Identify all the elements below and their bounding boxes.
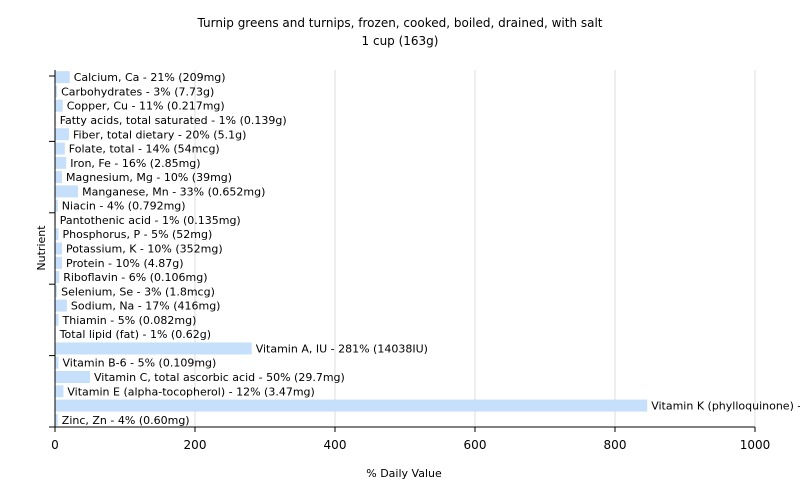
bar-15 [55,285,58,298]
x-tick-label-2: 400 [324,438,347,452]
bar-0 [55,71,70,84]
axis-layer: 0 200 400 600 800 1000 [49,70,770,452]
bar-label-23: Vitamin K (phylloquinone) - 846% (676.6m… [651,400,800,413]
chart-subtitle: 1 cup (163g) [362,34,439,48]
bar-14 [55,271,60,284]
bar-label-3: Fatty acids, total saturated - 1% (0.139… [60,114,287,127]
bar-label-13: Protein - 10% (4.87g) [66,257,184,270]
chart-title: Turnip greens and turnips, frozen, cooke… [196,16,602,30]
bar-7 [55,171,62,184]
bar-label-0: Calcium, Ca - 21% (209mg) [74,71,226,84]
x-tick-label-4: 800 [604,438,627,452]
x-tick-label-1: 200 [184,438,207,452]
y-axis-label: Nutrient [35,225,48,271]
bar-label-12: Potassium, K - 10% (352mg) [66,243,223,256]
x-axis-label: % Daily Value [366,467,442,480]
bar-12 [55,242,62,255]
bar-label-18: Total lipid (fat) - 1% (0.62g) [59,328,211,341]
bar-label-11: Phosphorus, P - 5% (52mg) [63,228,213,241]
bar-label-7: Magnesium, Mg - 10% (39mg) [66,171,232,184]
bar-label-6: Iron, Fe - 16% (2.85mg) [70,157,200,170]
bar-label-1: Carbohydrates - 3% (7.73g) [61,85,214,98]
bar-4 [55,128,69,141]
grid-layer [194,70,756,427]
bar-21 [55,371,90,384]
bar-22 [55,385,64,398]
bar-9 [55,199,58,212]
bar-6 [55,156,67,169]
bar-label-19: Vitamin A, IU - 281% (14038IU) [256,342,428,355]
label-layer: Calcium, Ca - 21% (209mg)Carbohydrates -… [59,71,800,427]
x-tick-label-5: 1000 [740,438,771,452]
bar-16 [55,299,67,312]
bar-label-2: Copper, Cu - 11% (0.217mg) [67,100,225,113]
bar-label-20: Vitamin B-6 - 5% (0.109mg) [63,357,217,370]
bar-17 [55,313,59,326]
bar-8 [55,185,79,198]
bar-label-10: Pantothenic acid - 1% (0.135mg) [60,214,241,227]
bar-label-16: Sodium, Na - 17% (416mg) [71,300,221,313]
bar-label-5: Folate, total - 14% (54mcg) [69,143,220,156]
bar-11 [55,228,59,241]
bar-label-22: Vitamin E (alpha-tocopherol) - 12% (3.47… [67,385,314,398]
bar-label-9: Niacin - 4% (0.792mg) [62,200,186,213]
bar-19 [55,342,252,355]
bar-label-15: Selenium, Se - 3% (1.8mcg) [61,285,215,298]
bar-5 [55,142,65,155]
bar-2 [55,99,63,112]
bar-label-21: Vitamin C, total ascorbic acid - 50% (29… [94,371,345,384]
x-tick-label-0: 0 [51,438,59,452]
bar-20 [55,356,59,369]
bar-23 [55,399,648,412]
bar-1 [55,85,58,98]
bar-label-4: Fiber, total dietary - 20% (5.1g) [73,128,246,141]
bar-24 [55,413,58,426]
bar-13 [55,256,62,269]
bar-label-24: Zinc, Zn - 4% (0.60mg) [62,414,190,427]
bar-label-8: Manganese, Mn - 33% (0.652mg) [82,185,265,198]
bar-label-14: Riboflavin - 6% (0.106mg) [63,271,207,284]
bar-label-17: Thiamin - 5% (0.082mg) [62,314,197,327]
x-tick-label-3: 600 [464,438,487,452]
